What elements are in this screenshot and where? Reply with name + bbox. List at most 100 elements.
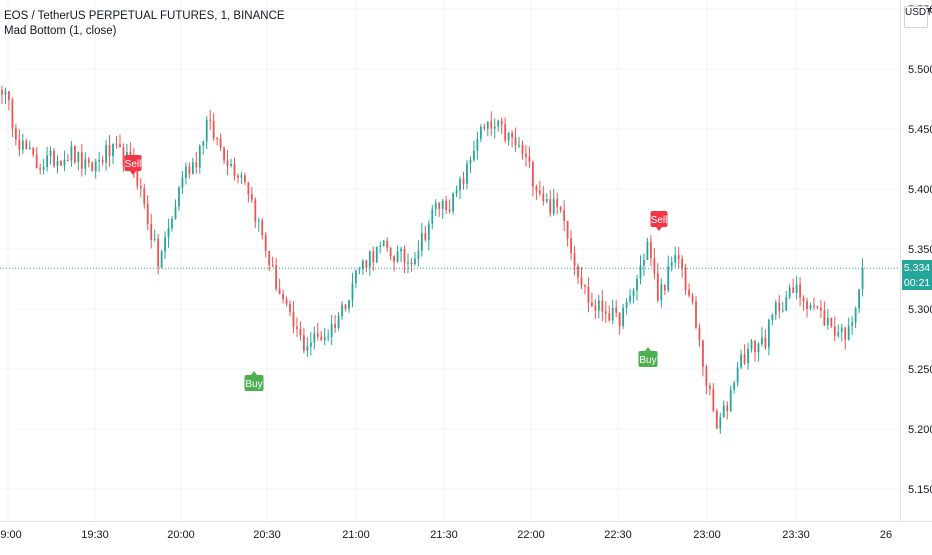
sell-signal-label[interactable]: Sell bbox=[650, 211, 668, 231]
candle bbox=[591, 292, 593, 308]
last-price-value: 5.334 bbox=[903, 262, 931, 275]
candle bbox=[643, 253, 645, 277]
candle bbox=[601, 290, 604, 322]
candle bbox=[799, 276, 801, 307]
candle bbox=[309, 332, 312, 356]
candle bbox=[504, 117, 507, 143]
y-tick-label: 5.300 bbox=[908, 304, 932, 316]
candle bbox=[115, 135, 118, 149]
candle bbox=[205, 116, 208, 150]
buy-signal-label[interactable]: Buy bbox=[638, 347, 658, 367]
candle bbox=[854, 306, 857, 329]
candle bbox=[178, 185, 180, 212]
candle bbox=[150, 213, 153, 249]
candle bbox=[611, 299, 614, 325]
candle bbox=[847, 317, 850, 341]
candle bbox=[816, 305, 819, 310]
x-tick-label: 22:30 bbox=[604, 529, 632, 541]
x-tick-label: 21:30 bbox=[430, 529, 458, 541]
candle bbox=[91, 161, 94, 172]
candle bbox=[129, 142, 132, 157]
candle bbox=[521, 140, 524, 160]
indicator-title[interactable]: Mad Bottom (1, close) bbox=[4, 25, 117, 37]
candle bbox=[670, 256, 673, 272]
candle bbox=[361, 259, 364, 276]
candle bbox=[271, 256, 274, 268]
candle bbox=[479, 124, 482, 143]
candle bbox=[4, 87, 7, 104]
candle bbox=[604, 301, 607, 323]
candle bbox=[49, 146, 52, 165]
candle bbox=[653, 247, 656, 280]
candle bbox=[275, 258, 278, 292]
candle bbox=[407, 253, 409, 274]
candle bbox=[112, 143, 114, 164]
candle bbox=[403, 245, 406, 274]
candle bbox=[230, 158, 232, 168]
candle bbox=[400, 246, 402, 262]
x-tick-label: 21:00 bbox=[342, 529, 370, 541]
y-tick-label: 5.200 bbox=[908, 424, 932, 436]
candle bbox=[414, 252, 416, 266]
candle bbox=[858, 289, 860, 314]
candle bbox=[861, 258, 864, 297]
symbol-title[interactable]: EOS / TetherUS PERPETUAL FUTURES, 1, BIN… bbox=[4, 10, 285, 22]
candle bbox=[563, 200, 566, 232]
candle bbox=[8, 91, 10, 111]
candle bbox=[434, 199, 437, 217]
candle bbox=[254, 197, 257, 228]
candle bbox=[11, 97, 14, 137]
candle bbox=[306, 336, 309, 357]
currency-button[interactable]: USDT bbox=[904, 6, 932, 28]
candle bbox=[636, 274, 638, 301]
candle bbox=[244, 172, 246, 185]
candle bbox=[740, 349, 743, 370]
candle bbox=[559, 206, 562, 213]
candle bbox=[417, 240, 420, 267]
candle bbox=[167, 218, 170, 248]
candle bbox=[223, 146, 225, 164]
y-tick-label: 5.500 bbox=[908, 64, 932, 76]
candle bbox=[712, 383, 715, 413]
candle bbox=[826, 309, 829, 330]
candle bbox=[105, 140, 107, 171]
candle bbox=[715, 408, 718, 429]
candle bbox=[146, 195, 149, 230]
candle bbox=[35, 147, 38, 169]
candle bbox=[820, 300, 822, 319]
candle bbox=[323, 328, 326, 346]
buy-signal-label[interactable]: Buy bbox=[244, 371, 264, 391]
candle bbox=[292, 301, 295, 334]
candle bbox=[750, 338, 753, 353]
candle bbox=[726, 401, 729, 420]
candle bbox=[70, 140, 73, 167]
candle bbox=[622, 304, 625, 329]
candle bbox=[813, 297, 815, 310]
candle bbox=[486, 121, 489, 137]
candle bbox=[507, 131, 510, 146]
candle bbox=[466, 160, 468, 190]
candle bbox=[771, 313, 774, 326]
candle bbox=[212, 112, 215, 141]
candle bbox=[382, 240, 385, 247]
chart-legend: EOS / TetherUS PERPETUAL FUTURES, 1, BIN… bbox=[4, 9, 285, 39]
candle bbox=[261, 218, 264, 240]
sell-signal-label[interactable]: Sell bbox=[124, 155, 142, 175]
x-tick-label: 23:30 bbox=[782, 529, 810, 541]
candle bbox=[94, 158, 97, 179]
candle bbox=[285, 296, 288, 307]
candle bbox=[53, 148, 55, 169]
candle bbox=[198, 144, 201, 174]
candle bbox=[372, 246, 375, 272]
candle bbox=[365, 259, 368, 273]
candle bbox=[785, 291, 788, 311]
candle bbox=[722, 400, 725, 418]
candle bbox=[73, 145, 76, 165]
candle bbox=[570, 230, 572, 260]
signal-text: Buy bbox=[245, 379, 262, 390]
candle bbox=[674, 246, 677, 268]
candle bbox=[681, 255, 684, 278]
candle bbox=[348, 299, 350, 313]
